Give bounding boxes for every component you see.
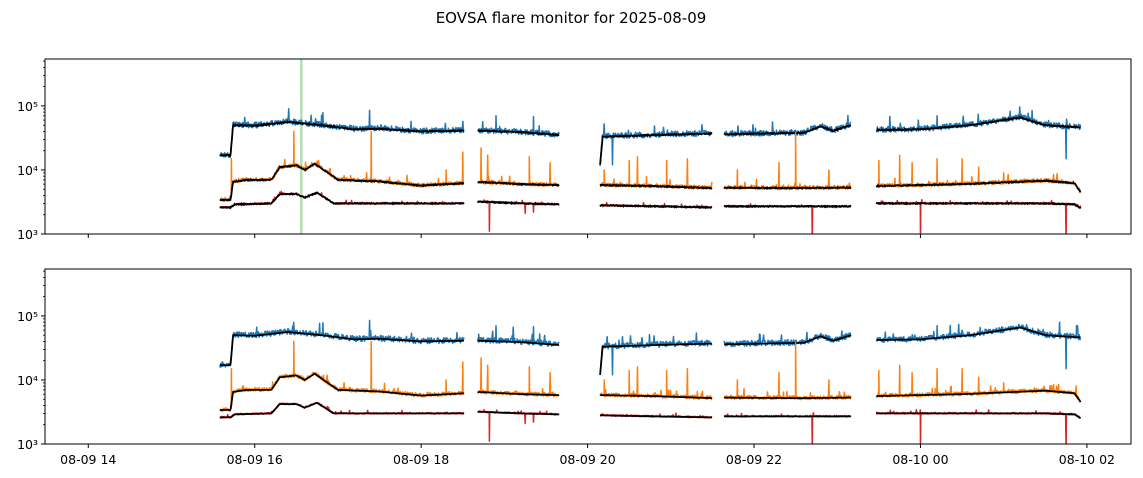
plot-area (219, 319, 1082, 444)
series-high-smoothed-segment-4 (876, 115, 1082, 132)
x-tick-label: 08-10 00 (892, 452, 948, 467)
series-high-segment-3 (723, 330, 852, 348)
series-mid-smoothed-segment-2 (600, 394, 712, 399)
series-high-smoothed-segment-3 (724, 334, 852, 346)
series-mid-smoothed-segment-4 (876, 389, 1082, 403)
series-mid-smoothed-segment-4 (875, 178, 1082, 193)
series-high-smoothed-segment-0 (219, 331, 464, 367)
series-mid-smoothed-segment-2 (599, 182, 713, 190)
series-low-smoothed-segment-4 (876, 412, 1082, 419)
series-mid-smoothed-segment-3 (724, 396, 851, 399)
y-tick-label: 10⁵ (17, 99, 38, 114)
series-mid-smoothed-segment-3 (723, 185, 852, 191)
series-mid-smoothed-segment-1 (477, 180, 560, 187)
series-mid-segment-3 (723, 342, 852, 401)
series-low-smoothed-segment-4 (875, 201, 1082, 209)
axes-frame (44, 268, 1132, 445)
series-low-smoothed-segment-0 (219, 401, 464, 419)
series-high-smoothed-segment-1 (477, 129, 560, 137)
panel-top: 10³ 10⁴ 10⁵ (17, 58, 1132, 242)
series-mid-smoothed-segment-0 (219, 372, 464, 411)
series-low-smoothed-segment-0 (219, 191, 465, 210)
series-low-smoothed-segment-1 (477, 199, 560, 206)
series-high-smoothed-segment-4 (876, 326, 1081, 341)
series-low-segment-3 (723, 203, 852, 234)
series-low-smoothed-segment-2 (600, 414, 712, 419)
series-mid-segment-4 (875, 154, 1082, 194)
series-high-segment-2 (599, 123, 713, 166)
series-high-smoothed-segment-1 (477, 339, 560, 346)
y-tick-label: 10³ (17, 437, 38, 452)
y-tick-label: 10³ (17, 227, 38, 242)
series-high-segment-0 (219, 108, 465, 159)
series-high-smoothed-segment-2 (599, 342, 712, 375)
series-high-segment-4 (875, 321, 1082, 370)
series-low-segment-0 (219, 190, 465, 209)
series-high-smoothed-segment-2 (599, 131, 713, 165)
x-tick-label: 08-09 20 (559, 452, 615, 467)
series-low-smoothed-segment-3 (723, 204, 852, 209)
series-low-smoothed-segment-1 (477, 410, 560, 416)
series-high-segment-1 (476, 325, 560, 347)
series-high-segment-4 (875, 106, 1082, 160)
x-tick-label: 08-09 16 (227, 452, 283, 467)
series-high-segment-2 (599, 332, 713, 376)
series-mid-segment-1 (477, 147, 560, 188)
plot-area (219, 59, 1082, 234)
x-tick-label: 08-09 18 (393, 452, 449, 467)
series-mid-segment-3 (723, 132, 852, 191)
series-mid-smoothed-segment-0 (219, 162, 465, 202)
series-low-segment-0 (219, 401, 465, 419)
panel-bottom: 08-09 14 08-09 16 08-09 18 08-09 20 08-09 22… (17, 268, 1132, 467)
series-high-smoothed-segment-3 (723, 124, 852, 136)
series-high-segment-3 (723, 114, 852, 138)
x-tick-label: 08-09 22 (726, 452, 782, 467)
series-mid-smoothed-segment-1 (477, 391, 560, 396)
series-mid-segment-0 (219, 340, 465, 413)
series-mid-segment-1 (477, 357, 560, 398)
chart-title: EOVSA flare monitor for 2025-08-09 (436, 9, 707, 27)
series-low-segment-3 (723, 412, 852, 444)
series-low-smoothed-segment-2 (599, 203, 713, 210)
series-mid-segment-0 (219, 130, 465, 203)
axes-frame (44, 58, 1132, 235)
y-tick-label: 10⁴ (17, 163, 38, 178)
x-tick-label: 08-09 14 (60, 452, 116, 467)
series-high-smoothed-segment-0 (219, 120, 465, 158)
y-tick-label: 10⁴ (17, 373, 38, 388)
y-tick-label: 10⁵ (17, 309, 38, 324)
x-tick-label: 08-10 02 (1059, 452, 1115, 467)
series-high-segment-0 (219, 319, 465, 369)
